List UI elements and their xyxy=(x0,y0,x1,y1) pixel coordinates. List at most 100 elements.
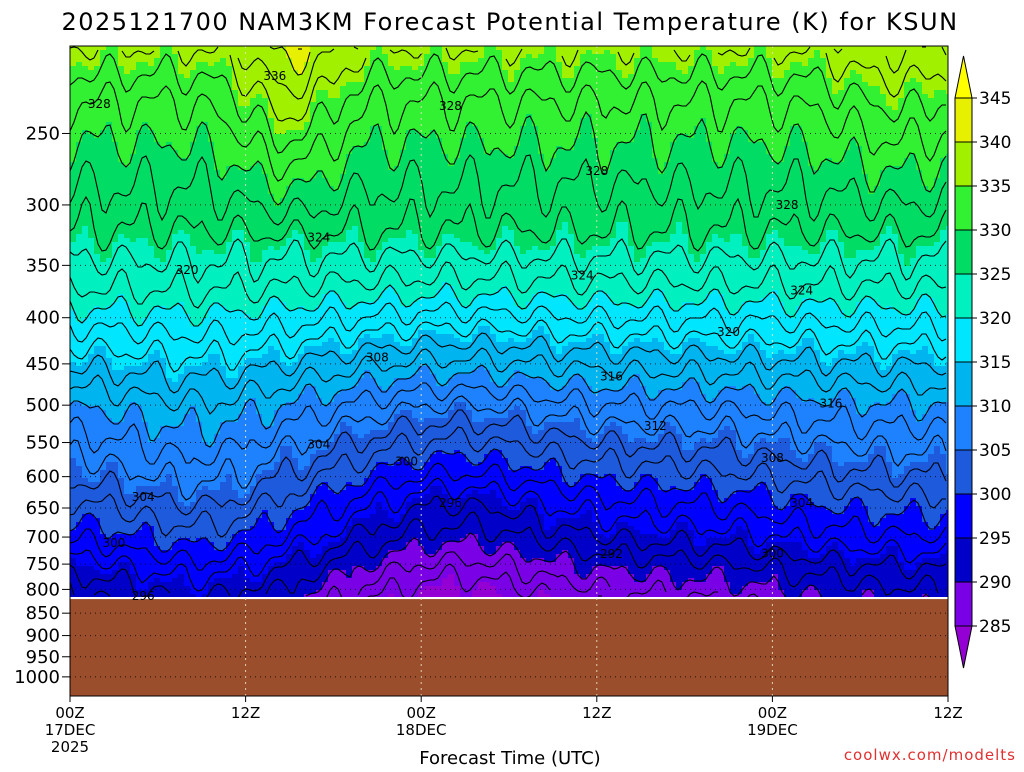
theta-cell xyxy=(142,234,149,239)
theta-cell xyxy=(232,266,239,271)
theta-cell xyxy=(178,334,185,339)
theta-cell xyxy=(172,346,179,351)
theta-cell xyxy=(178,310,185,315)
theta-cell xyxy=(280,466,287,471)
theta-cell xyxy=(154,166,161,171)
theta-cell xyxy=(220,318,227,323)
theta-cell xyxy=(190,418,197,423)
theta-cell xyxy=(82,566,89,571)
theta-cell xyxy=(136,158,143,163)
theta-cell xyxy=(82,98,89,103)
theta-cell xyxy=(262,166,269,171)
theta-cell xyxy=(208,246,215,251)
theta-cell xyxy=(262,146,269,151)
theta-cell xyxy=(250,454,257,459)
theta-cell xyxy=(238,102,245,107)
theta-cell xyxy=(100,510,107,515)
theta-cell xyxy=(214,182,221,187)
theta-cell xyxy=(124,518,131,523)
theta-cell xyxy=(202,346,209,351)
theta-cell xyxy=(148,482,155,487)
theta-cell xyxy=(256,242,263,247)
theta-cell xyxy=(244,274,251,279)
theta-cell xyxy=(130,566,137,571)
theta-cell xyxy=(148,318,155,323)
theta-cell xyxy=(130,390,137,395)
theta-cell xyxy=(178,398,185,403)
theta-cell xyxy=(172,558,179,563)
theta-cell xyxy=(280,202,287,207)
theta-cell xyxy=(280,450,287,455)
theta-cell xyxy=(148,110,155,115)
theta-cell xyxy=(274,338,281,343)
theta-cell xyxy=(208,270,215,275)
theta-cell xyxy=(196,582,203,587)
theta-cell xyxy=(82,142,89,147)
theta-cell xyxy=(190,214,197,219)
theta-cell xyxy=(106,162,113,167)
theta-cell xyxy=(118,146,125,151)
theta-cell xyxy=(268,410,275,415)
theta-cell xyxy=(232,570,239,575)
theta-cell xyxy=(142,354,149,359)
theta-cell xyxy=(244,326,251,331)
theta-cell xyxy=(262,274,269,279)
theta-cell xyxy=(232,454,239,459)
theta-cell xyxy=(76,234,83,239)
theta-cell xyxy=(250,502,257,507)
theta-cell xyxy=(256,570,263,575)
theta-cell xyxy=(226,450,233,455)
theta-cell xyxy=(274,110,281,115)
theta-cell xyxy=(94,282,101,287)
theta-cell xyxy=(262,198,269,203)
theta-cell xyxy=(124,486,131,491)
theta-cell xyxy=(82,378,89,383)
theta-cell xyxy=(220,410,227,415)
theta-cell xyxy=(148,522,155,527)
theta-cell xyxy=(202,378,209,383)
theta-cell xyxy=(250,394,257,399)
theta-cell xyxy=(142,194,149,199)
theta-cell xyxy=(202,178,209,183)
theta-cell xyxy=(154,402,161,407)
theta-cell xyxy=(142,102,149,107)
theta-cell xyxy=(172,590,179,595)
theta-cell xyxy=(100,170,107,175)
theta-cell xyxy=(190,462,197,467)
theta-cell xyxy=(82,442,89,447)
theta-cell xyxy=(280,338,287,343)
theta-cell xyxy=(166,134,173,139)
theta-cell xyxy=(172,422,179,427)
theta-cell xyxy=(124,198,131,203)
theta-cell xyxy=(136,366,143,371)
theta-cell xyxy=(274,194,281,199)
theta-cell xyxy=(148,190,155,195)
theta-cell xyxy=(70,430,77,435)
theta-cell xyxy=(190,66,197,71)
theta-cell xyxy=(70,514,77,519)
theta-cell xyxy=(142,114,149,119)
theta-cell xyxy=(208,54,215,59)
theta-cell xyxy=(160,498,167,503)
theta-cell xyxy=(220,202,227,207)
theta-cell xyxy=(184,426,191,431)
theta-cell xyxy=(202,470,209,475)
theta-cell xyxy=(202,574,209,579)
theta-cell xyxy=(172,226,179,231)
theta-cell xyxy=(148,58,155,63)
theta-cell xyxy=(250,374,257,379)
theta-cell xyxy=(178,542,185,547)
theta-cell xyxy=(166,310,173,315)
theta-cell xyxy=(256,206,263,211)
theta-cell xyxy=(130,450,137,455)
theta-cell xyxy=(280,510,287,515)
theta-cell xyxy=(238,66,245,71)
theta-cell xyxy=(118,590,125,595)
theta-cell xyxy=(190,566,197,571)
theta-cell xyxy=(118,410,125,415)
theta-cell xyxy=(214,502,221,507)
theta-cell xyxy=(100,110,107,115)
theta-cell xyxy=(118,402,125,407)
theta-cell xyxy=(106,394,113,399)
theta-cell xyxy=(112,138,119,143)
